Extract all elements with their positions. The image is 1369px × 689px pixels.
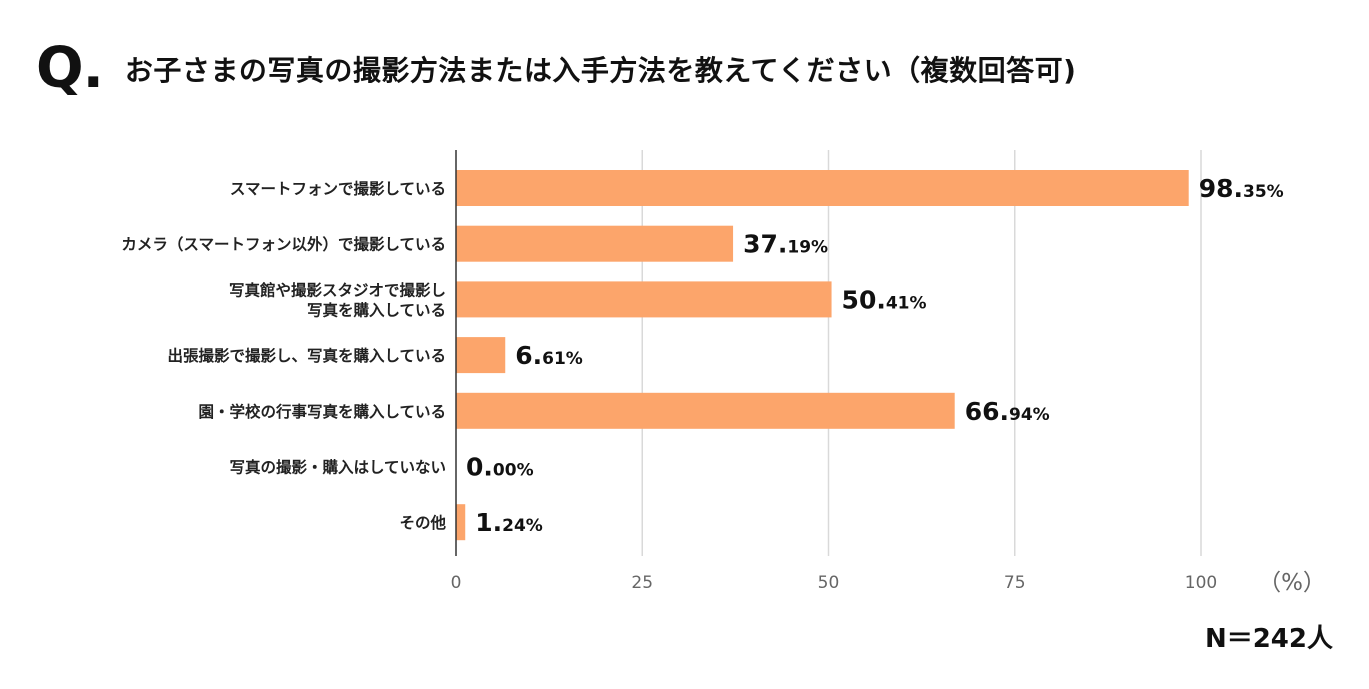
category-label: 写真の撮影・購入はしていない <box>229 458 446 477</box>
category-label: 写真館や撮影スタジオで撮影し <box>229 280 446 299</box>
data-label: 1.24% <box>475 508 543 537</box>
data-label-decimal: 24% <box>502 516 543 536</box>
category-label: スマートフォンで撮影している <box>230 179 446 198</box>
data-label: 0.00% <box>466 453 534 482</box>
category-label: その他 <box>399 513 446 532</box>
x-tick-label: 100 <box>1185 573 1217 593</box>
category-label: 園・学校の行事写真を購入している <box>198 402 446 421</box>
data-label-decimal: 61% <box>542 349 583 369</box>
data-label-decimal: 19% <box>787 238 828 258</box>
data-label-integer: 1. <box>475 508 502 537</box>
data-label-integer: 98. <box>1199 174 1243 203</box>
data-label-decimal: 00% <box>493 461 534 481</box>
category-label: 出張撮影で撮影し、写真を購入している <box>167 346 446 365</box>
x-tick-label: 0 <box>451 573 462 593</box>
sample-size-label: N＝242人 <box>1204 624 1333 654</box>
chart-title: お子さまの写真の撮影方法または入手方法を教えてください（複数回答可) <box>124 54 1077 87</box>
axis-unit-label: （%） <box>1258 570 1326 596</box>
data-label: 6.61% <box>515 341 583 370</box>
data-label-integer: 6. <box>515 341 542 370</box>
data-label: 37.19% <box>743 230 828 259</box>
data-label-integer: 50. <box>842 285 886 314</box>
data-label: 66.94% <box>965 397 1050 426</box>
bar <box>456 392 955 429</box>
chart-title-row: Q. お子さまの写真の撮影方法または入手方法を教えてください（複数回答可) <box>36 34 1076 104</box>
x-tick-label: 25 <box>631 573 653 593</box>
bar <box>456 170 1189 206</box>
bar <box>456 225 734 262</box>
data-label-integer: 0. <box>466 453 493 482</box>
data-label-decimal: 35% <box>1243 182 1284 202</box>
data-label: 50.41% <box>842 285 927 314</box>
data-label-integer: 66. <box>965 397 1009 426</box>
category-label: 写真を購入している <box>307 300 446 319</box>
bar <box>456 281 832 318</box>
bar <box>456 337 506 374</box>
data-label-decimal: 94% <box>1009 405 1050 425</box>
x-tick-label: 50 <box>818 573 840 593</box>
data-label: 98.35% <box>1199 174 1284 203</box>
x-tick-label: 75 <box>1004 573 1026 593</box>
question-mark: Q. <box>36 36 104 101</box>
category-label: カメラ（スマートフォン以外）で撮影している <box>121 235 446 254</box>
data-label-integer: 37. <box>743 230 787 259</box>
data-label-decimal: 41% <box>886 293 927 313</box>
bar <box>456 504 466 541</box>
